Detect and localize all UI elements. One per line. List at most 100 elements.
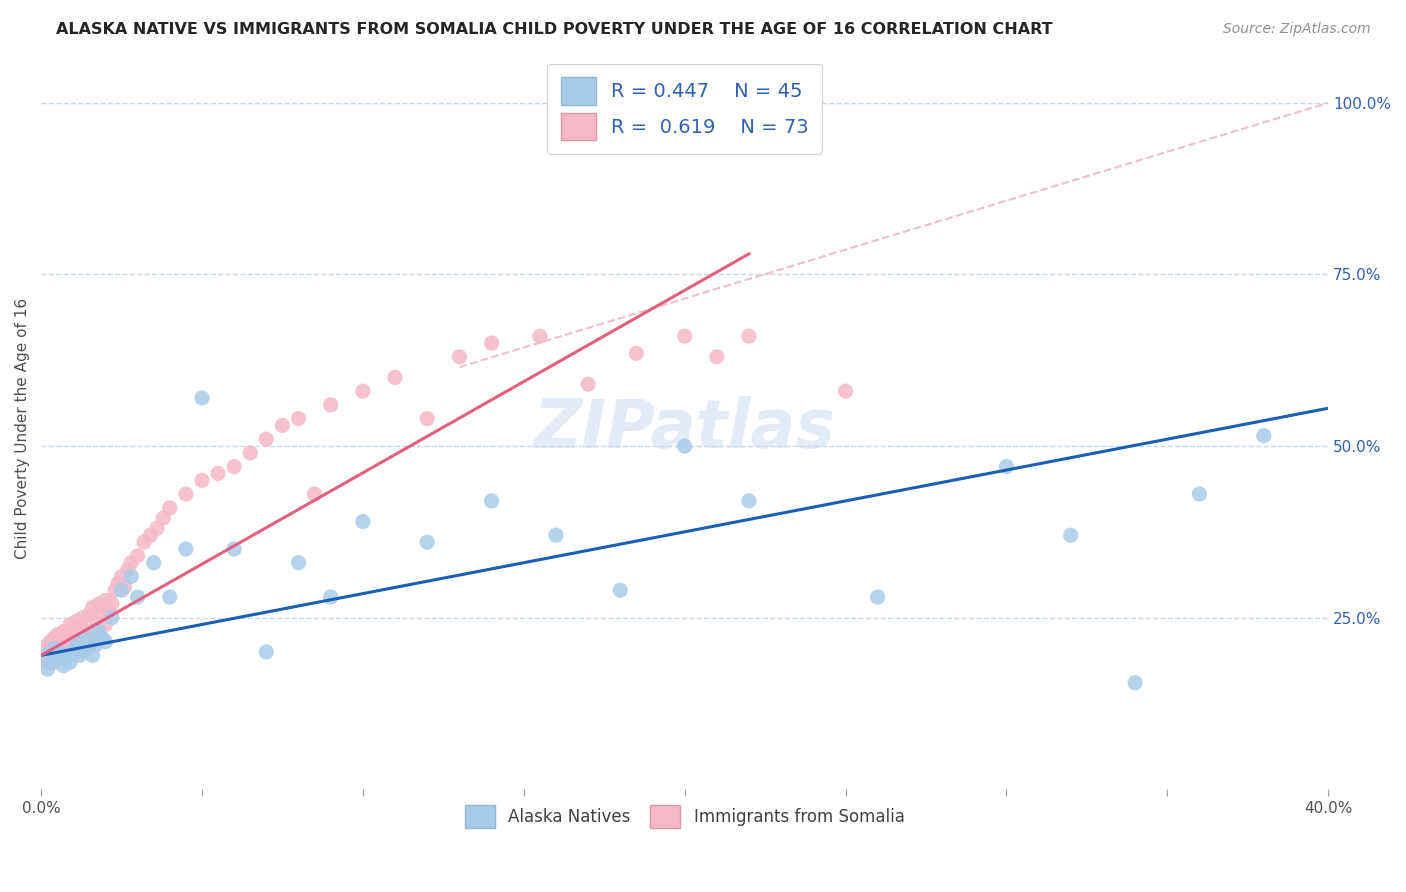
Point (72, 634, 94, 648)
Point (416, 535, 439, 549)
Point (46, 628, 69, 642)
Point (107, 576, 129, 591)
Point (449, 350, 471, 364)
Point (132, 535, 155, 549)
Point (254, 645, 277, 659)
Point (39, 634, 62, 648)
Point (1188, 487, 1211, 501)
Point (287, 556, 309, 570)
Point (834, 384, 856, 398)
Text: ZIPatlas: ZIPatlas (534, 396, 835, 462)
Point (62, 645, 84, 659)
Point (87, 597, 110, 611)
Point (152, 511, 174, 525)
Point (75, 641, 97, 656)
Point (52, 658, 75, 673)
Point (207, 467, 229, 481)
Point (84, 614, 107, 628)
Point (738, 329, 761, 343)
Point (239, 446, 262, 460)
Point (52, 624, 75, 639)
Point (576, 377, 599, 392)
Point (46, 645, 69, 659)
Point (75, 624, 97, 639)
Point (52, 641, 75, 656)
Point (319, 590, 342, 604)
Point (114, 580, 136, 594)
Point (91, 607, 114, 622)
Point (384, 370, 406, 384)
Point (65, 614, 87, 628)
Point (127, 590, 149, 604)
Point (673, 439, 696, 453)
Point (79, 607, 101, 622)
Point (544, 528, 567, 542)
Point (79, 638, 101, 652)
Point (79, 631, 101, 645)
Point (271, 418, 294, 433)
Point (82, 624, 104, 639)
Point (224, 459, 246, 474)
Point (69, 645, 91, 659)
Point (609, 583, 631, 598)
Point (224, 541, 246, 556)
Point (191, 474, 214, 488)
Point (416, 411, 439, 425)
Point (65, 638, 87, 652)
Point (37, 638, 59, 652)
Point (738, 494, 761, 508)
Point (159, 590, 181, 604)
Point (34, 648, 56, 663)
Point (352, 515, 374, 529)
Point (287, 411, 309, 425)
Point (481, 494, 503, 508)
Point (94, 634, 117, 648)
Point (59, 655, 82, 669)
Point (69, 617, 91, 632)
Point (481, 336, 503, 351)
Legend: Alaska Natives, Immigrants from Somalia: Alaska Natives, Immigrants from Somalia (458, 798, 911, 835)
Point (42, 655, 65, 669)
Text: ALASKA NATIVE VS IMMIGRANTS FROM SOMALIA CHILD POVERTY UNDER THE AGE OF 16 CORRE: ALASKA NATIVE VS IMMIGRANTS FROM SOMALIA… (56, 22, 1053, 37)
Point (59, 638, 82, 652)
Point (191, 391, 214, 405)
Point (626, 346, 648, 360)
Point (995, 459, 1018, 474)
Point (174, 541, 197, 556)
Point (56, 648, 79, 663)
Point (56, 648, 79, 663)
Point (87, 628, 110, 642)
Point (39, 655, 62, 669)
Point (139, 528, 162, 542)
Point (1123, 676, 1146, 690)
Point (142, 556, 165, 570)
Point (120, 569, 142, 583)
Point (34, 645, 56, 659)
Point (59, 617, 82, 632)
Point (304, 487, 326, 501)
Point (37, 662, 59, 676)
Point (39, 648, 62, 663)
Point (84, 638, 107, 652)
Point (49, 652, 72, 666)
Point (110, 569, 132, 583)
Point (42, 641, 65, 656)
Point (49, 634, 72, 648)
Point (159, 500, 181, 515)
Point (46, 652, 69, 666)
Point (72, 610, 94, 624)
Point (352, 384, 374, 398)
Point (866, 590, 889, 604)
Point (529, 329, 551, 343)
Point (1253, 428, 1275, 442)
Point (127, 549, 149, 563)
Point (117, 563, 139, 577)
Point (101, 610, 124, 624)
Point (146, 521, 169, 535)
Point (56, 628, 79, 642)
Point (49, 645, 72, 659)
Point (37, 655, 59, 669)
Point (174, 487, 197, 501)
Point (673, 329, 696, 343)
Point (72, 634, 94, 648)
